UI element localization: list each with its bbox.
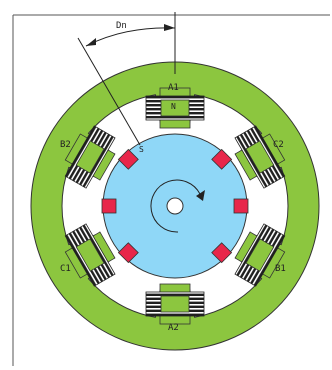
pole-north-label: N xyxy=(171,102,176,111)
magnet-block xyxy=(117,148,139,170)
magnet-block xyxy=(117,242,139,264)
pole-c2 xyxy=(234,125,286,189)
rotation-arrow xyxy=(150,179,201,233)
rotor-magnet xyxy=(211,148,233,170)
pole-shoe xyxy=(160,99,190,117)
pole-shoe xyxy=(75,238,105,272)
pole-label-a2: A2 xyxy=(168,323,179,333)
magnet-block xyxy=(101,198,117,214)
pole-label-b2: B2 xyxy=(60,140,71,150)
pole-label-c2: C2 xyxy=(273,140,284,150)
pole-label-a1: A1 xyxy=(168,83,179,93)
pole-b2 xyxy=(64,125,116,189)
pole-label-b1: B1 xyxy=(275,264,286,274)
pole-label-c1: C1 xyxy=(60,264,71,274)
reference-line-slanted xyxy=(77,37,141,146)
rotor-south-label: S xyxy=(139,145,144,154)
stator-slot xyxy=(61,166,101,246)
rotation-arrowhead xyxy=(196,190,205,201)
pole-c1 xyxy=(64,223,116,287)
angle-label: Dn xyxy=(116,21,127,31)
magnet-block xyxy=(211,242,233,264)
shaft xyxy=(166,197,184,215)
rotor-magnet xyxy=(211,242,233,264)
magnet-block xyxy=(211,148,233,170)
angle-arrow-left xyxy=(86,38,96,46)
pole-a2 xyxy=(145,283,205,325)
rotor-magnet xyxy=(117,242,139,264)
stator-poles xyxy=(64,87,286,325)
rotor-magnet xyxy=(101,198,117,214)
rotor-magnet xyxy=(233,198,249,214)
angle-arc xyxy=(85,27,176,47)
pole-shoe xyxy=(75,140,105,174)
magnet-block xyxy=(233,198,249,214)
rotor-magnets xyxy=(101,148,249,264)
angle-arrow-right xyxy=(164,24,175,31)
pole-shoe xyxy=(245,238,275,272)
pole-shoe xyxy=(160,295,190,313)
rotor-magnet xyxy=(117,148,139,170)
pole-a1 xyxy=(145,87,205,129)
stator-slot xyxy=(249,166,289,246)
pole-shoe xyxy=(245,140,275,174)
pole-b1 xyxy=(234,223,286,287)
